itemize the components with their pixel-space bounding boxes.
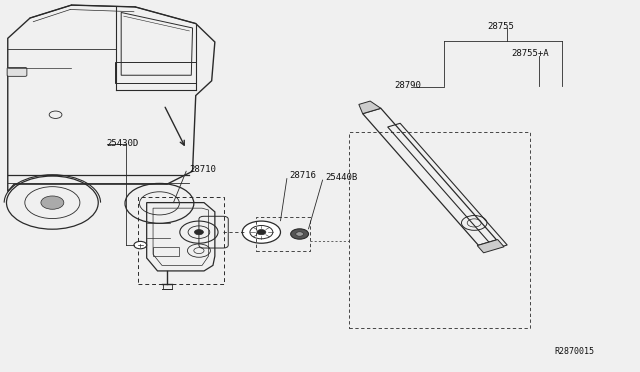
Polygon shape: [359, 101, 381, 114]
Bar: [256, 217, 310, 251]
Circle shape: [243, 221, 280, 243]
Circle shape: [291, 229, 308, 239]
Circle shape: [257, 230, 266, 235]
Circle shape: [296, 232, 303, 236]
Text: 28716: 28716: [289, 171, 316, 180]
Text: 28755: 28755: [487, 22, 514, 31]
Bar: [115, 62, 196, 83]
Circle shape: [195, 230, 204, 235]
Bar: [349, 132, 531, 328]
Circle shape: [41, 196, 64, 209]
FancyBboxPatch shape: [7, 67, 27, 76]
Circle shape: [134, 241, 147, 249]
Text: 25430D: 25430D: [106, 139, 139, 148]
Text: 28790: 28790: [394, 81, 421, 90]
Polygon shape: [477, 240, 504, 253]
Bar: [153, 247, 179, 256]
Text: 28710: 28710: [189, 165, 216, 174]
Text: R2870015: R2870015: [554, 347, 595, 356]
Text: 28755+A: 28755+A: [511, 49, 548, 58]
Bar: [138, 197, 225, 284]
Text: 25440B: 25440B: [325, 173, 357, 182]
Bar: [163, 284, 172, 289]
